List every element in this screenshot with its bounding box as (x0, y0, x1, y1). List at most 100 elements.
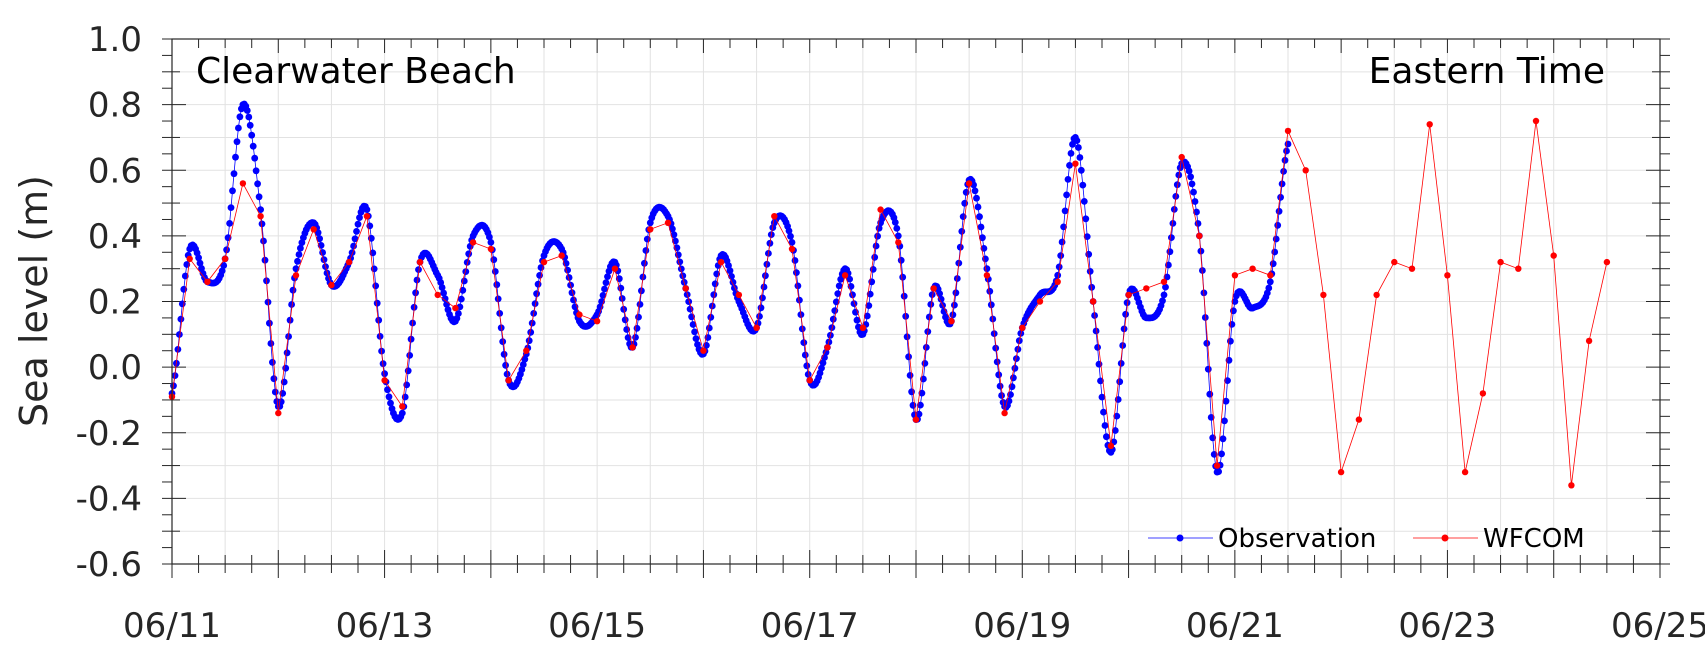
data-point (1100, 408, 1107, 416)
data-point (921, 360, 929, 367)
data-point (413, 276, 421, 284)
data-point (1213, 462, 1221, 469)
series-wfcom (168, 117, 1611, 489)
data-point (1284, 127, 1292, 135)
data-point (236, 113, 244, 121)
data-point (434, 291, 441, 299)
data-point (1001, 409, 1008, 417)
data-point (350, 242, 357, 250)
data-point (596, 303, 604, 311)
data-point (996, 382, 1004, 390)
data-point (707, 313, 715, 321)
x-tick-label: 06/21 (1186, 606, 1284, 646)
data-point (756, 313, 763, 320)
data-point (1281, 156, 1289, 164)
data-point (1267, 272, 1274, 279)
data-point (1166, 248, 1174, 256)
data-point (1391, 258, 1398, 266)
data-point (1426, 121, 1433, 128)
x-tick-label: 06/17 (761, 606, 859, 646)
data-point (499, 338, 507, 345)
x-tick-label: 06/23 (1398, 606, 1496, 646)
legend-label-wfcom: WFCOM (1483, 524, 1585, 554)
data-point (486, 233, 493, 241)
data-point (345, 258, 353, 266)
data-point (762, 272, 769, 280)
data-point (642, 247, 650, 254)
data-point (983, 272, 991, 279)
data-point (1098, 393, 1106, 401)
data-point (676, 258, 684, 266)
data-point (894, 232, 902, 240)
data-point (1269, 260, 1277, 268)
data-point (599, 292, 607, 299)
data-point (787, 232, 794, 240)
y-axis-title: Sea level (m) (12, 175, 56, 427)
data-point (976, 213, 983, 221)
data-point (689, 321, 697, 328)
data-point (1123, 299, 1131, 307)
data-point (459, 286, 467, 294)
data-point (835, 282, 843, 290)
x-tick-label: 06/15 (548, 606, 646, 646)
data-point (270, 375, 278, 383)
data-point (1111, 427, 1119, 434)
data-point (1036, 298, 1044, 305)
data-point (204, 278, 211, 285)
data-point (674, 251, 682, 259)
data-point (930, 285, 937, 292)
data-point (283, 349, 291, 357)
data-point (1085, 250, 1093, 258)
timezone-annotation: Eastern Time (1369, 51, 1605, 92)
y-tick-label: 0.8 (88, 86, 142, 126)
data-point (1280, 168, 1287, 175)
data-point (906, 372, 914, 379)
data-point (869, 266, 877, 273)
data-point (859, 324, 867, 331)
data-point (195, 254, 203, 262)
data-point (871, 253, 879, 261)
data-point (1219, 435, 1227, 443)
data-point (643, 235, 651, 243)
data-point (490, 256, 498, 264)
data-point (558, 252, 565, 259)
data-point (717, 258, 725, 266)
data-point (328, 281, 335, 289)
data-point (1266, 278, 1274, 286)
y-tick-label: 0.6 (88, 151, 142, 191)
data-point (243, 107, 251, 114)
data-point (1168, 234, 1175, 242)
data-point (956, 243, 964, 251)
data-point (788, 245, 796, 253)
data-point (979, 234, 986, 242)
data-point (196, 259, 204, 267)
data-point (1057, 252, 1065, 259)
y-tick-label: 0.0 (88, 348, 142, 388)
data-point (900, 292, 908, 300)
data-point (462, 268, 470, 275)
data-point (463, 259, 471, 266)
data-point (1284, 140, 1292, 148)
data-point (502, 361, 509, 369)
data-point (406, 352, 414, 359)
data-point (1011, 364, 1019, 372)
data-point (1120, 325, 1128, 333)
data-point (604, 273, 611, 280)
data-point (912, 416, 920, 423)
data-point (1122, 310, 1129, 318)
y-tick-label: 1.0 (88, 20, 142, 60)
data-point (399, 403, 406, 410)
data-point (1222, 397, 1230, 405)
data-point (233, 138, 241, 146)
data-point (310, 226, 317, 233)
data-point (1117, 360, 1125, 367)
data-point (952, 289, 960, 297)
data-point (275, 409, 282, 417)
data-point (519, 361, 527, 368)
data-point (1076, 154, 1084, 161)
data-point (1169, 220, 1177, 227)
data-point (937, 295, 945, 303)
data-point (353, 228, 360, 235)
data-point (1461, 468, 1469, 476)
data-point (1337, 468, 1345, 476)
